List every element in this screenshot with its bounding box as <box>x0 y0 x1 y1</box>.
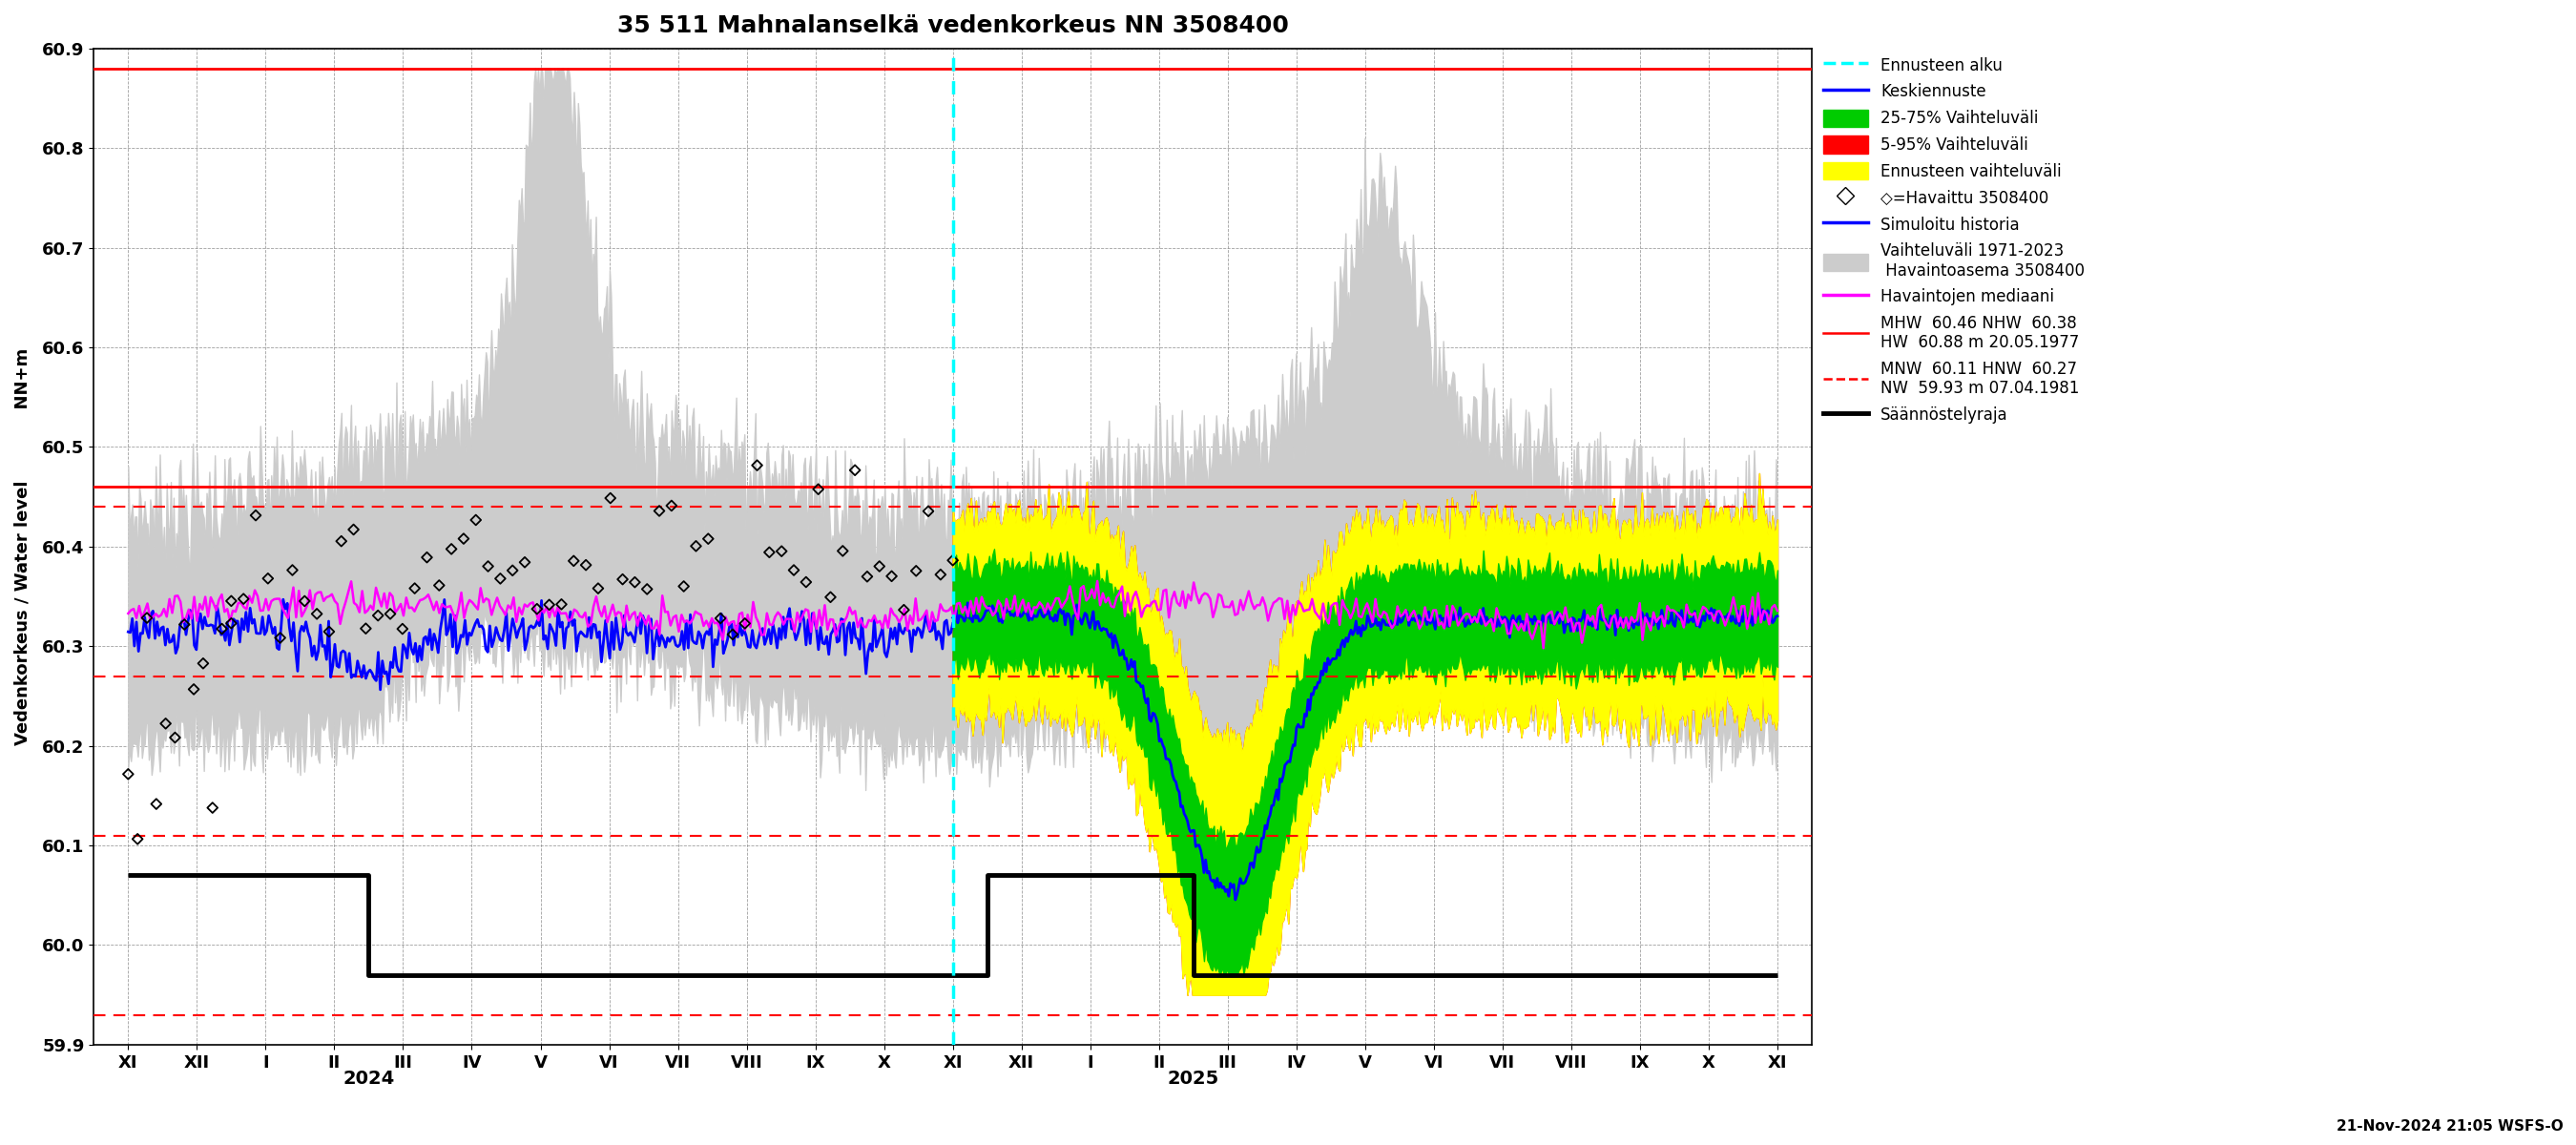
Point <box>848 568 889 586</box>
Point <box>191 798 232 816</box>
Point <box>211 614 252 632</box>
Point <box>639 502 680 520</box>
Point <box>126 609 167 627</box>
Text: 2024: 2024 <box>343 1069 394 1088</box>
Y-axis label: Vedenkorkeus / Water level            NN+m: Vedenkorkeus / Water level NN+m <box>15 348 31 745</box>
Point <box>662 577 703 595</box>
Point <box>809 589 850 607</box>
Point <box>332 520 374 538</box>
Point <box>541 595 582 614</box>
Legend: Ennusteen alku, Keskiennuste, 25-75% Vaihteluväli, 5-95% Vaihteluväli, Ennusteen: Ennusteen alku, Keskiennuste, 25-75% Vai… <box>1824 56 2084 424</box>
Text: 21-Nov-2024 21:05 WSFS-O: 21-Nov-2024 21:05 WSFS-O <box>2336 1120 2563 1134</box>
Point <box>224 590 265 608</box>
Point <box>309 623 350 641</box>
Point <box>173 680 214 698</box>
Point <box>211 592 252 610</box>
Point <box>358 607 399 625</box>
Point <box>515 600 556 618</box>
Point <box>577 579 618 598</box>
Point <box>871 567 912 585</box>
Point <box>590 489 631 507</box>
Point <box>750 543 791 561</box>
Point <box>786 572 827 591</box>
Point <box>144 714 185 733</box>
Point <box>760 542 801 560</box>
Point <box>201 619 242 638</box>
Point <box>920 566 961 584</box>
Point <box>407 548 448 567</box>
Point <box>896 562 938 581</box>
Point <box>492 561 533 579</box>
Title: 35 511 Mahnalanselkä vedenkorkeus NN 3508400: 35 511 Mahnalanselkä vedenkorkeus NN 350… <box>618 14 1288 37</box>
Point <box>456 511 497 529</box>
Point <box>234 506 276 524</box>
Point <box>479 569 520 587</box>
Point <box>688 530 729 548</box>
Point <box>652 497 693 515</box>
Point <box>260 629 301 647</box>
Point <box>394 579 435 598</box>
Point <box>165 615 206 633</box>
Point <box>345 619 386 638</box>
Point <box>675 537 716 555</box>
Point <box>319 532 361 551</box>
Point <box>884 601 925 619</box>
Point <box>273 561 314 579</box>
Point <box>724 614 765 632</box>
Point <box>711 625 752 643</box>
Point <box>613 572 654 591</box>
Point <box>247 569 289 587</box>
Point <box>108 765 149 783</box>
Point <box>835 461 876 480</box>
Point <box>505 553 546 571</box>
Point <box>528 595 569 614</box>
Point <box>737 456 778 474</box>
Point <box>933 551 974 569</box>
Point <box>858 558 899 576</box>
Point <box>773 561 814 579</box>
Point <box>296 605 337 623</box>
Point <box>564 555 605 574</box>
Point <box>443 529 484 547</box>
Point <box>466 558 507 576</box>
Point <box>554 552 595 570</box>
Point <box>603 570 644 589</box>
Point <box>907 502 948 520</box>
Point <box>430 539 471 558</box>
Point <box>381 619 422 638</box>
Point <box>155 728 196 747</box>
Point <box>626 581 667 599</box>
Text: 2025: 2025 <box>1167 1069 1218 1088</box>
Point <box>116 830 157 848</box>
Point <box>799 480 840 498</box>
Point <box>183 654 224 672</box>
Point <box>417 576 459 594</box>
Point <box>701 609 742 627</box>
Point <box>368 605 410 623</box>
Point <box>283 592 325 610</box>
Point <box>822 542 863 560</box>
Point <box>137 795 178 813</box>
